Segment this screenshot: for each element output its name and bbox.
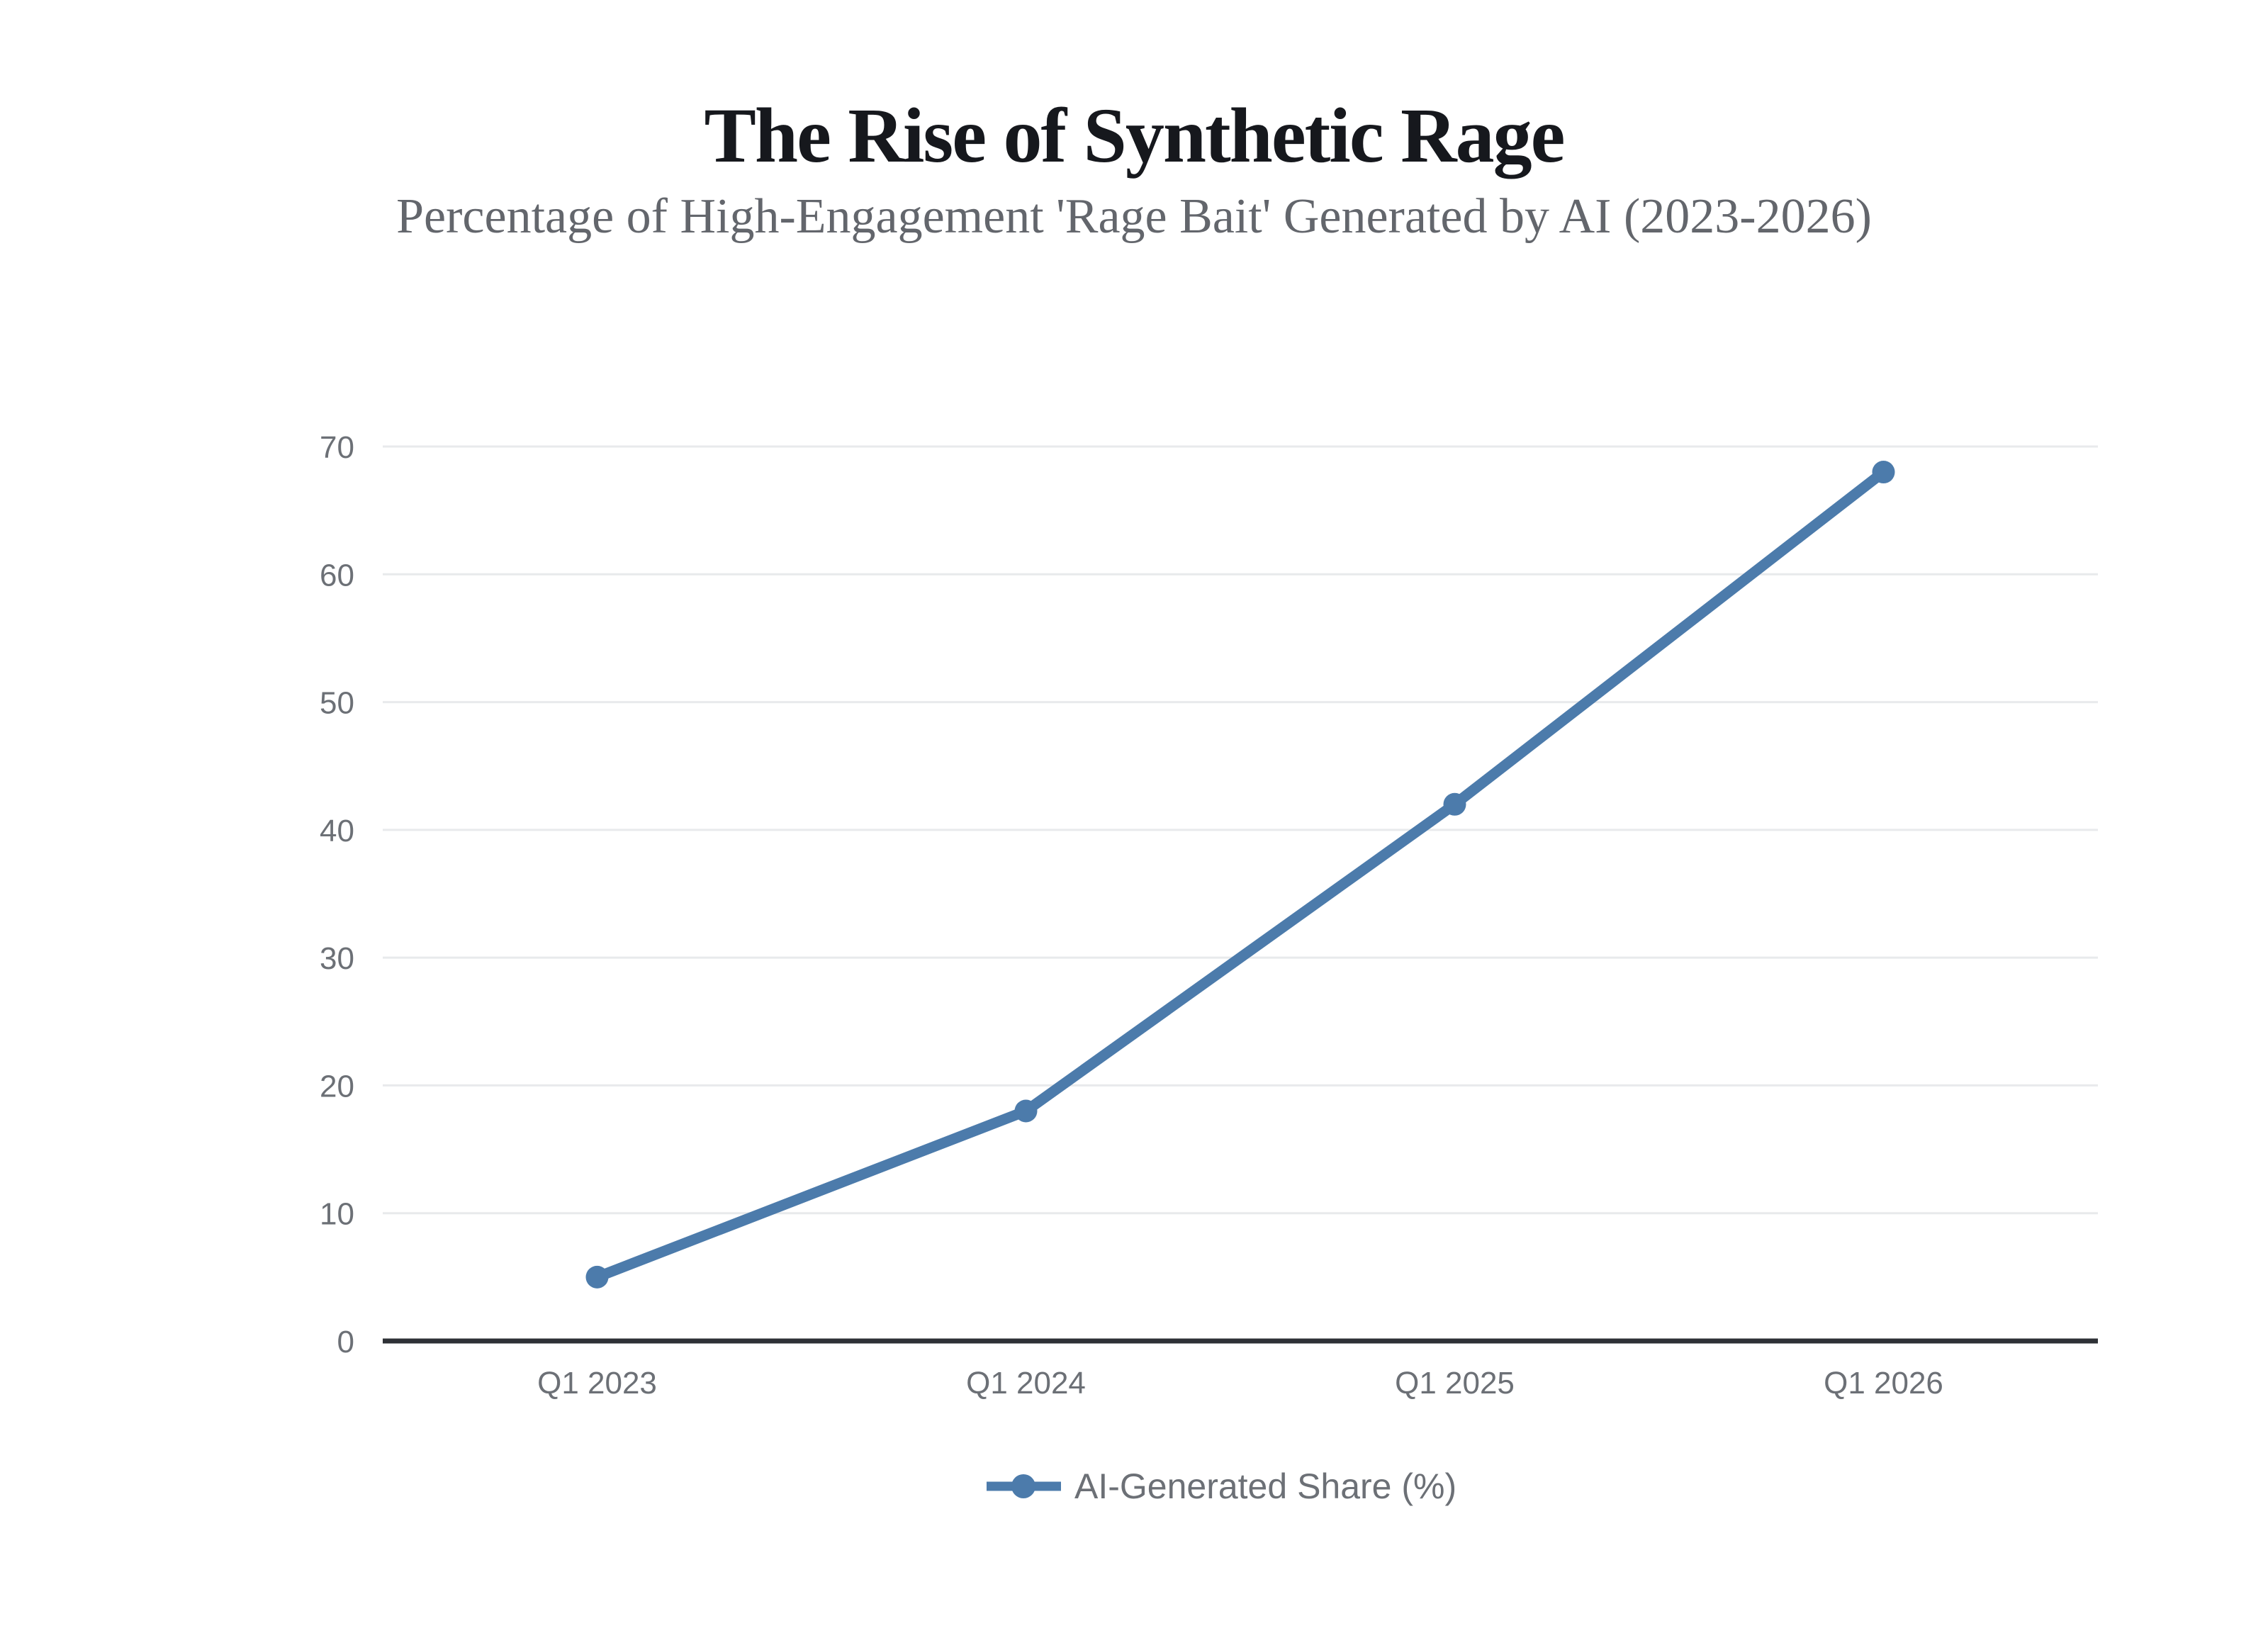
x-axis-labels: Q1 2023 Q1 2024 Q1 2025 Q1 2026	[537, 1366, 1943, 1401]
y-tick-label: 60	[320, 558, 354, 593]
x-tick-label: Q1 2024	[966, 1366, 1086, 1401]
legend-marker-dot	[1011, 1474, 1035, 1498]
y-tick-label: 50	[320, 686, 354, 721]
series-group	[585, 461, 1895, 1289]
x-tick-label: Q1 2025	[1395, 1366, 1515, 1401]
chart-title: The Rise of Synthetic Rage	[704, 92, 1566, 179]
data-point	[1014, 1099, 1038, 1123]
data-point	[585, 1265, 609, 1289]
data-point	[1443, 792, 1466, 816]
data-point	[1872, 461, 1895, 484]
series-line	[592, 466, 1889, 1283]
y-tick-label: 30	[320, 941, 354, 976]
y-tick-label: 70	[320, 430, 354, 465]
y-tick-label: 10	[320, 1197, 354, 1232]
y-tick-label: 20	[320, 1069, 354, 1104]
x-tick-label: Q1 2026	[1824, 1366, 1943, 1401]
x-tick-label: Q1 2023	[537, 1366, 657, 1401]
y-tick-label: 0	[337, 1325, 354, 1359]
gridlines	[383, 445, 2098, 1215]
legend[interactable]: AI-Generated Share (%)	[987, 1466, 1456, 1506]
chart-subtitle: Percentage of High-Engagement 'Rage Bait…	[396, 189, 1872, 244]
legend-label[interactable]: AI-Generated Share (%)	[1074, 1466, 1456, 1506]
y-axis-labels: 0 10 20 30 40 50 60 70	[320, 430, 354, 1359]
y-tick-label: 40	[320, 814, 354, 848]
